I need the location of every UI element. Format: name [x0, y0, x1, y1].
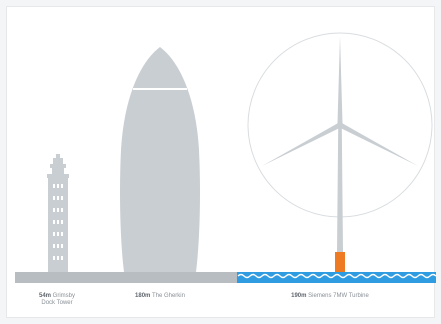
blade-left	[262, 122, 342, 166]
dock-tower	[47, 154, 69, 272]
blade-up	[337, 36, 343, 123]
figure-frame	[6, 6, 435, 318]
turbine-tower	[337, 128, 343, 252]
gherkin-height: 180m	[135, 293, 151, 299]
blade-right	[338, 122, 418, 166]
turbine-name: Siemens 7MW Turbine	[308, 293, 369, 299]
tower-height: 54m	[38, 293, 51, 299]
sea-strip	[237, 272, 436, 283]
gherkin-label: 180m The Gherkin	[120, 293, 200, 300]
sea-waves	[237, 273, 437, 279]
gherkin-building	[120, 47, 200, 272]
tower-name-line1: Grimsby	[52, 293, 76, 299]
tower-name-line2: Dock Tower	[41, 300, 73, 306]
tower-label: 54m Grimsby Dock Tower	[22, 293, 92, 307]
turbine-foundation	[335, 252, 345, 272]
ground-strip	[15, 272, 237, 283]
turbine-label: 190m Siemens 7MW Turbine	[255, 293, 405, 300]
wind-turbine	[247, 32, 433, 272]
gherkin-name: The Gherkin	[151, 293, 185, 299]
turbine-hub	[336, 121, 344, 129]
turbine-height: 190m	[291, 293, 307, 299]
